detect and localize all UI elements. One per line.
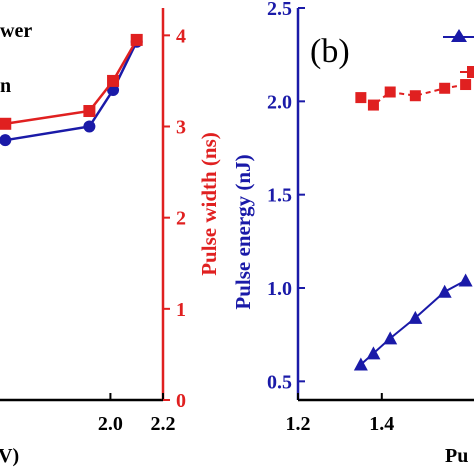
right-y-tick-label: 0.5 xyxy=(267,371,292,393)
right-y-tick-label: 1.0 xyxy=(267,278,292,300)
left-data-point xyxy=(0,134,12,147)
left-x-ticks: 2.0 2.2 xyxy=(98,393,176,435)
left-data-point xyxy=(83,105,96,118)
left-y2-ticks: 0 1 2 3 4 xyxy=(163,25,186,412)
left-data-point xyxy=(107,84,120,97)
left-series-line-1 xyxy=(5,39,138,126)
left-legend-text-1: wer xyxy=(0,20,32,42)
right-data-point xyxy=(409,90,421,102)
left-legend-text-2: n xyxy=(0,75,11,97)
legend-square-marker xyxy=(467,66,474,78)
left-y2-tick-label: 3 xyxy=(176,117,186,139)
right-y-axis-label: Pulse energy (nJ) xyxy=(231,154,255,309)
left-x-axis-label: V) xyxy=(0,445,19,467)
right-data-point xyxy=(353,357,368,371)
right-y-tick-label: 1.5 xyxy=(267,185,292,207)
right-x-ticks: 1.2 1.4 xyxy=(286,393,394,435)
right-data-point xyxy=(437,284,452,298)
right-y-tick-label: 2.5 xyxy=(267,0,292,20)
right-data-point xyxy=(366,346,381,360)
left-y2-tick-label: 1 xyxy=(176,299,186,321)
left-data-point xyxy=(0,117,12,130)
left-y2-tick-label: 0 xyxy=(176,390,186,412)
right-panel: 1.2 1.4 0.5 1.0 1.5 2.0 2.5 (b) Pulse energy … xyxy=(231,0,474,467)
right-data-point xyxy=(367,99,379,111)
right-data-point xyxy=(439,82,451,94)
left-y2-tick-label: 4 xyxy=(176,25,186,47)
left-data-point xyxy=(107,74,120,87)
right-x-axis-label: Pu xyxy=(445,445,468,467)
right-data-point xyxy=(384,86,396,98)
right-y-tick-label: 2.0 xyxy=(267,91,292,113)
right-x-tick-label: 1.4 xyxy=(369,413,394,435)
right-data-point xyxy=(383,331,398,345)
left-y2-tick-label: 2 xyxy=(176,208,186,230)
left-x-tick-label: 2.0 xyxy=(98,413,123,435)
left-y2-axis-label: Pulse width (ns) xyxy=(197,132,221,276)
right-x-tick-label: 1.2 xyxy=(286,413,311,435)
right-series xyxy=(353,79,473,371)
left-panel: 2.0 2.2 0 1 2 3 4 wer n Pulse width (ns) V) xyxy=(0,8,221,467)
right-data-point xyxy=(408,310,423,324)
left-data-point xyxy=(83,120,96,133)
left-series-line-0 xyxy=(5,41,138,142)
left-x-tick-label: 2.2 xyxy=(151,413,176,435)
right-panel-label: (b) xyxy=(310,33,350,70)
legend-triangle-marker xyxy=(451,29,467,42)
right-y-ticks: 0.5 1.0 1.5 2.0 2.5 xyxy=(267,0,305,393)
left-series xyxy=(0,33,143,147)
right-data-point xyxy=(460,79,472,91)
left-data-point xyxy=(130,33,143,46)
right-data-point xyxy=(355,92,367,104)
right-data-point xyxy=(458,273,473,287)
